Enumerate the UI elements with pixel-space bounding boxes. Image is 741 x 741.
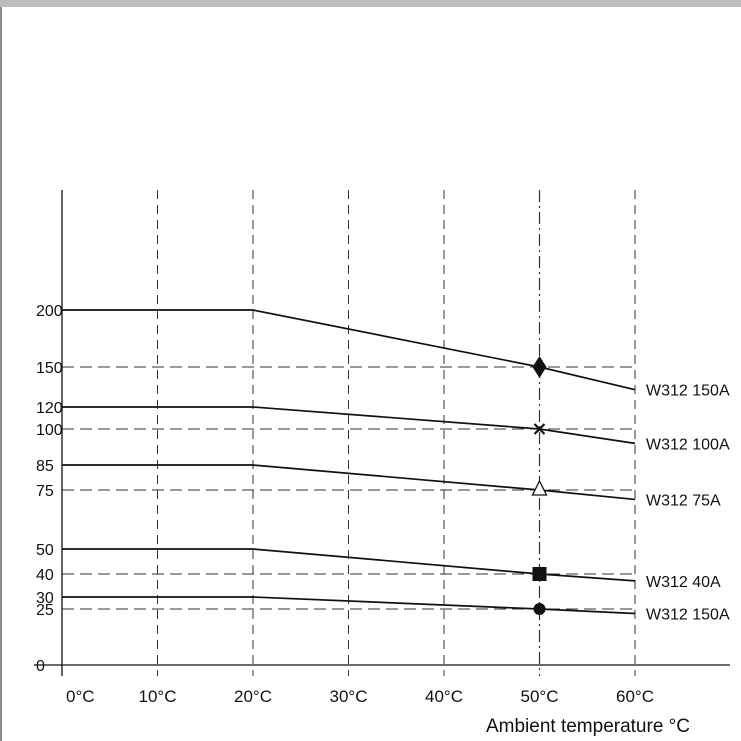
series-label: W312 150A bbox=[646, 383, 730, 400]
y-tick-label: 40 bbox=[36, 567, 54, 584]
y-tick-label: 120 bbox=[36, 400, 63, 417]
axes bbox=[34, 190, 730, 676]
y-tick-label: 30 bbox=[36, 590, 54, 607]
x-tick-label: 50°C bbox=[521, 687, 559, 706]
y-tick-label: 150 bbox=[36, 360, 63, 377]
y-tick-label: 200 bbox=[36, 303, 63, 320]
series-line bbox=[62, 406, 636, 445]
y-tick-label: 75 bbox=[36, 483, 54, 500]
x-tick-label: 0°C bbox=[66, 687, 95, 706]
circle-marker bbox=[533, 603, 546, 615]
x-tick-label: 60°C bbox=[616, 687, 654, 706]
series-line bbox=[62, 596, 636, 615]
grid-lines bbox=[62, 190, 636, 676]
x-marker bbox=[533, 423, 546, 435]
square-marker bbox=[532, 567, 547, 581]
diamond-marker bbox=[532, 356, 547, 378]
tick-labels: W312 150A W312 100A W312 75A W312 40A W312 1… bbox=[36, 303, 730, 706]
series-label: W312 75A bbox=[646, 492, 721, 509]
series-line bbox=[62, 548, 636, 582]
y-tick-label: 25 bbox=[36, 602, 54, 619]
x-tick-label: 20°C bbox=[234, 687, 272, 706]
y-tick-label: 50 bbox=[36, 542, 54, 559]
series-line bbox=[62, 309, 636, 391]
y-tick-label: 100 bbox=[36, 422, 63, 439]
x-tick-label: 30°C bbox=[330, 687, 368, 706]
x-tick-label: 40°C bbox=[425, 687, 463, 706]
series-markers bbox=[531, 356, 548, 615]
y-tick-label: 0 bbox=[36, 658, 45, 675]
triangle-marker bbox=[531, 479, 548, 496]
series-label: W312 100A bbox=[646, 436, 730, 453]
series-line bbox=[62, 464, 636, 501]
series-lines bbox=[62, 309, 636, 615]
x-tick-label: 10°C bbox=[139, 687, 177, 706]
x-axis-label: Ambient temperature °C bbox=[486, 716, 690, 737]
window-top-bar bbox=[0, 0, 741, 7]
series-label: W312 150A bbox=[646, 606, 730, 623]
series-label: W312 40A bbox=[646, 574, 721, 591]
y-tick-label: 85 bbox=[36, 458, 54, 475]
window-left-edge bbox=[0, 7, 2, 741]
